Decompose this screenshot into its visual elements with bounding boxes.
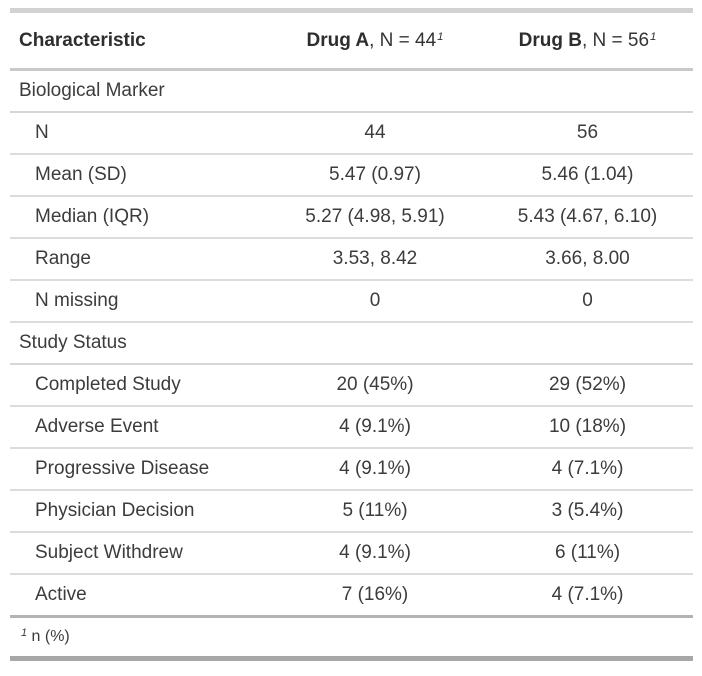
row-label: Adverse Event xyxy=(10,406,268,449)
cell-drug-b: 10 (18%) xyxy=(482,406,693,449)
cell-drug-b: 3 (5.4%) xyxy=(482,490,693,533)
cell-drug-b: 5.43 (4.67, 6.10) xyxy=(482,196,693,239)
cell-drug-a: 4 (9.1%) xyxy=(268,532,482,575)
footnote-mark: 1 xyxy=(650,30,657,43)
cell-drug-a: 20 (45%) xyxy=(268,364,482,407)
table-row: Physician Decision 5 (11%) 3 (5.4%) xyxy=(10,490,693,533)
row-label: Progressive Disease xyxy=(10,448,268,491)
row-label: Subject Withdrew xyxy=(10,532,268,575)
table-row: Completed Study 20 (45%) 29 (52%) xyxy=(10,364,693,407)
column-header-drug-b: Drug B, N = 561 xyxy=(482,10,693,71)
table-row: N 44 56 xyxy=(10,112,693,155)
cell-drug-b: 6 (11%) xyxy=(482,532,693,575)
row-label: N missing xyxy=(10,280,268,323)
row-label: Range xyxy=(10,238,268,281)
cell-drug-b: 3.66, 8.00 xyxy=(482,238,693,281)
row-label: Median (IQR) xyxy=(10,196,268,239)
table-body: Biological Marker N 44 56 Mean (SD) 5.47 (0.9… xyxy=(10,69,693,618)
cell-drug-b: 5.46 (1.04) xyxy=(482,154,693,197)
cell-drug-b: 29 (52%) xyxy=(482,364,693,407)
footnote: 1 n (%) xyxy=(10,615,693,659)
table-row: Adverse Event 4 (9.1%) 10 (18%) xyxy=(10,406,693,449)
table-row: Active 7 (16%) 4 (7.1%) xyxy=(10,574,693,618)
cell-drug-a: 5 (11%) xyxy=(268,490,482,533)
summary-table: Characteristic Drug A, N = 441 Drug B, N… xyxy=(10,8,693,661)
group-header-row: Biological Marker xyxy=(10,69,693,113)
cell-drug-a: 44 xyxy=(268,112,482,155)
footnote-mark: 1 xyxy=(21,626,28,639)
cell-drug-b: 4 (7.1%) xyxy=(482,574,693,618)
row-label: Mean (SD) xyxy=(10,154,268,197)
cell-drug-b: 4 (7.1%) xyxy=(482,448,693,491)
table-row: Median (IQR) 5.27 (4.98, 5.91) 5.43 (4.67,… xyxy=(10,196,693,239)
footnote-mark: 1 xyxy=(437,30,444,43)
cell-drug-a: 0 xyxy=(268,280,482,323)
table-row: Mean (SD) 5.47 (0.97) 5.46 (1.04) xyxy=(10,154,693,197)
header-row: Characteristic Drug A, N = 441 Drug B, N… xyxy=(10,10,693,71)
cell-drug-a: 4 (9.1%) xyxy=(268,448,482,491)
table-row: Progressive Disease 4 (9.1%) 4 (7.1%) xyxy=(10,448,693,491)
table-footer: 1 n (%) xyxy=(10,615,693,659)
row-label: Physician Decision xyxy=(10,490,268,533)
table-header: Characteristic Drug A, N = 441 Drug B, N… xyxy=(10,10,693,71)
group-label: Biological Marker xyxy=(10,69,693,113)
drug-a-name: Drug A xyxy=(306,29,370,51)
cell-drug-b: 56 xyxy=(482,112,693,155)
row-label: N xyxy=(10,112,268,155)
drug-b-name: Drug B xyxy=(518,29,582,51)
cell-drug-a: 3.53, 8.42 xyxy=(268,238,482,281)
cell-drug-a: 5.27 (4.98, 5.91) xyxy=(268,196,482,239)
footnote-text: n (%) xyxy=(31,628,70,645)
row-label: Completed Study xyxy=(10,364,268,407)
group-label: Study Status xyxy=(10,322,693,365)
drug-b-n: , N = 56 xyxy=(581,29,650,51)
column-header-characteristic: Characteristic xyxy=(10,10,268,71)
cell-drug-a: 5.47 (0.97) xyxy=(268,154,482,197)
row-label: Active xyxy=(10,574,268,618)
column-header-drug-a: Drug A, N = 441 xyxy=(268,10,482,71)
group-header-row: Study Status xyxy=(10,322,693,365)
cell-drug-b: 0 xyxy=(482,280,693,323)
table-row: Subject Withdrew 4 (9.1%) 6 (11%) xyxy=(10,532,693,575)
cell-drug-a: 4 (9.1%) xyxy=(268,406,482,449)
table-row: N missing 0 0 xyxy=(10,280,693,323)
cell-drug-a: 7 (16%) xyxy=(268,574,482,618)
table-row: Range 3.53, 8.42 3.66, 8.00 xyxy=(10,238,693,281)
drug-a-n: , N = 44 xyxy=(369,29,437,51)
footnote-row: 1 n (%) xyxy=(10,615,693,659)
